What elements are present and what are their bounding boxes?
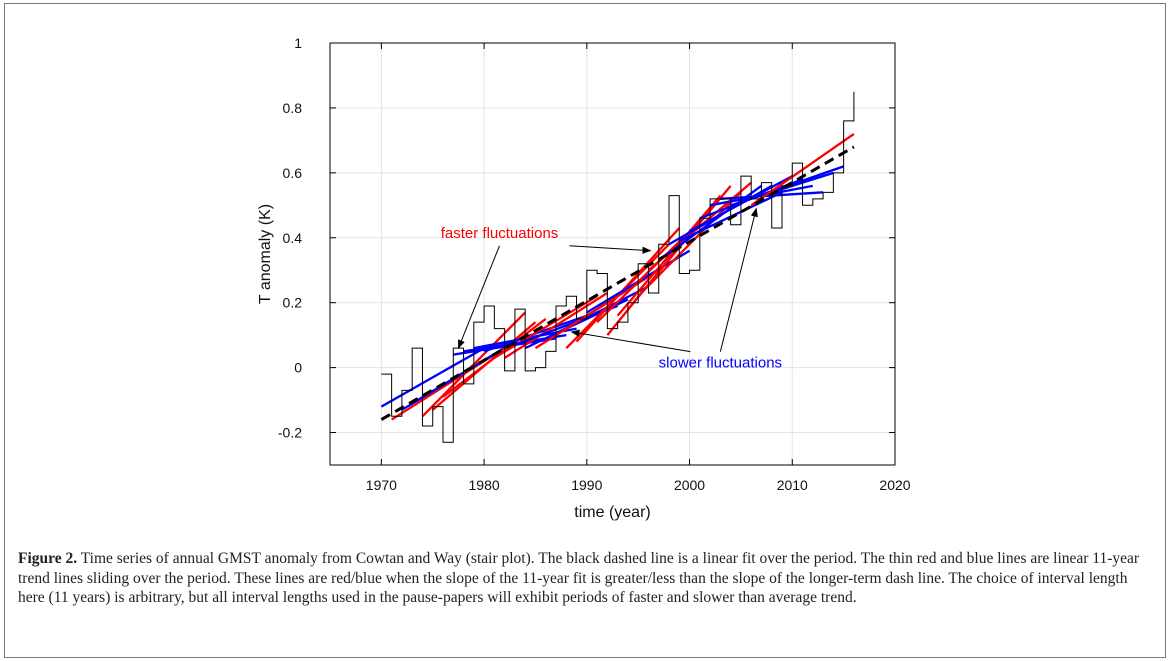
x-tick-label: 1990 — [571, 477, 602, 493]
annotation-arrow — [457, 245, 500, 349]
x-tick-label: 2000 — [674, 477, 705, 493]
trend-lines — [380, 132, 855, 421]
y-tick-labels: -0.2 0 0.2 0.4 0.6 0.8 1 — [278, 35, 302, 441]
annotation-label: slower fluctuations — [659, 355, 782, 372]
y-axis-label: T anomaly (K) — [257, 204, 274, 304]
x-tick-label: 1980 — [469, 477, 500, 493]
y-tick-label: 0.2 — [283, 295, 303, 311]
annotation-label: faster fluctuations — [441, 225, 559, 242]
annotation-arrow — [719, 207, 758, 352]
x-tick-labels: 1970 1980 1990 2000 2010 2020 — [366, 477, 911, 493]
x-axis-label: time (year) — [574, 504, 650, 521]
y-tick-label: 0.8 — [283, 100, 303, 116]
y-tick-label: 1 — [294, 35, 302, 51]
y-tick-label: -0.2 — [278, 425, 302, 441]
y-tick-label: 0 — [294, 360, 302, 376]
x-tick-label: 2020 — [879, 477, 910, 493]
annotations: faster fluctuations slower fluctuations — [441, 207, 782, 372]
x-tick-label: 1970 — [366, 477, 397, 493]
figure-caption: Figure 2. Time series of annual GMST ano… — [18, 549, 1154, 608]
caption-text: Time series of annual GMST anomaly from … — [18, 550, 1140, 607]
caption-label: Figure 2. — [18, 550, 78, 567]
trend-line — [616, 194, 722, 317]
trend-line — [380, 347, 485, 408]
trend-line — [575, 227, 681, 343]
figure-frame — [4, 3, 1166, 658]
chart: 1970 1980 1990 2000 2010 2020 -0.2 0 0.2 0.4 0.6 0… — [257, 35, 911, 521]
plot-area — [329, 42, 896, 466]
linear-fit-line — [380, 145, 855, 421]
x-tick-label: 2010 — [777, 477, 808, 493]
annotation-arrow — [569, 245, 652, 254]
y-tick-label: 0.4 — [283, 230, 303, 246]
annotation-arrow — [570, 329, 691, 353]
stair-series — [381, 91, 855, 443]
ticks — [330, 42, 896, 465]
y-tick-label: 0.6 — [283, 165, 303, 181]
